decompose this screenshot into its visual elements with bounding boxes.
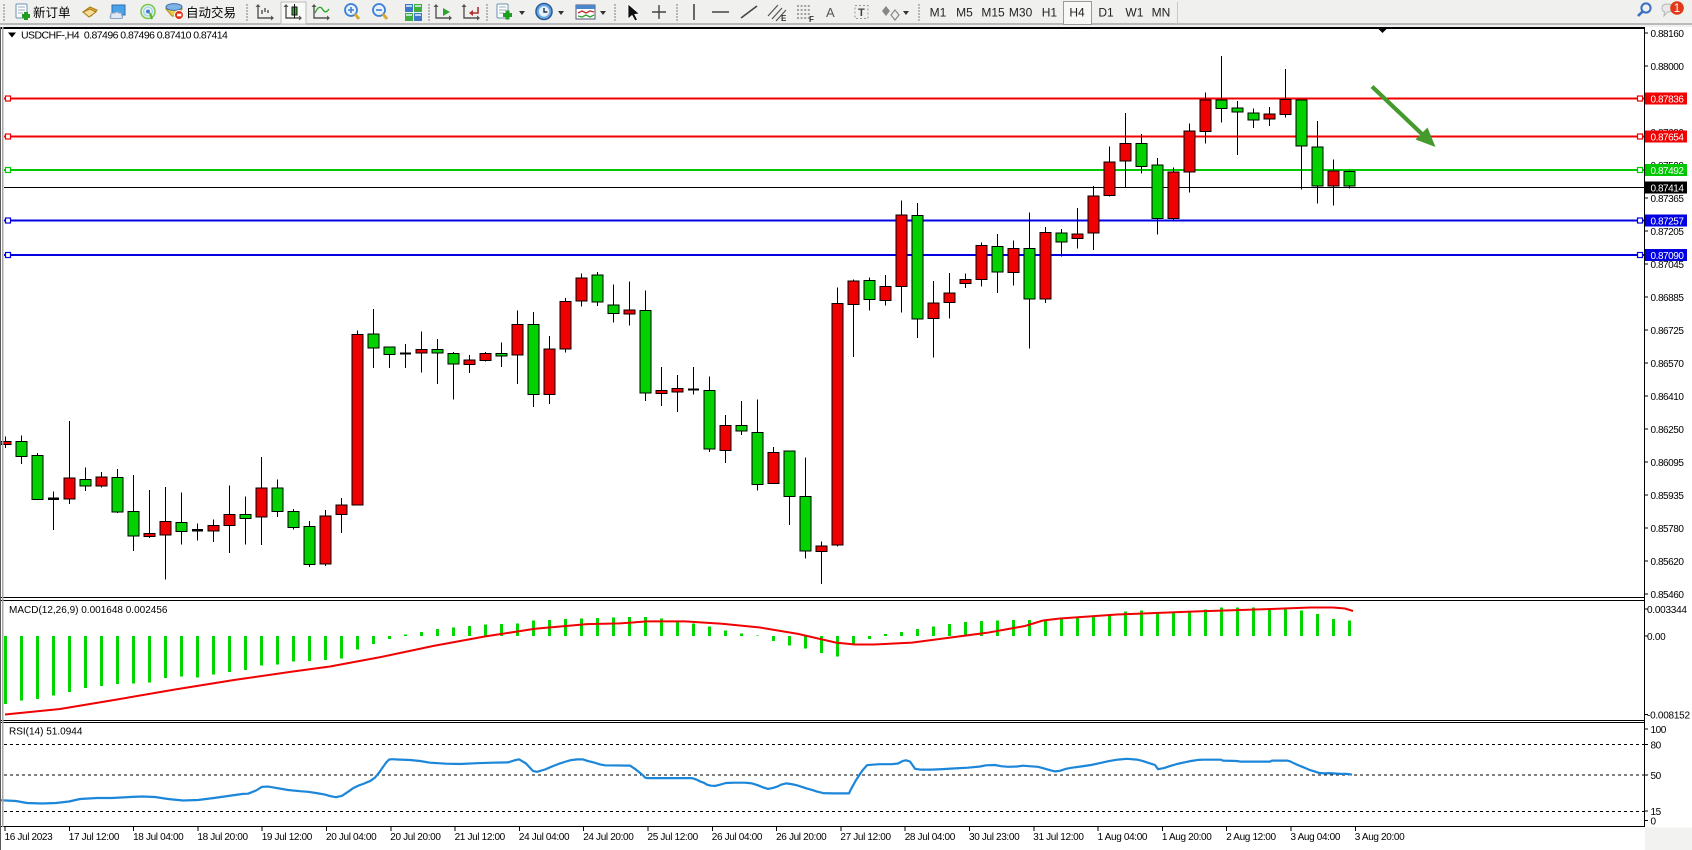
svg-text:新订单: 新订单: [33, 5, 71, 20]
svg-text:0.87045: 0.87045: [1651, 260, 1685, 271]
svg-text:27 Jul 12:00: 27 Jul 12:00: [840, 832, 891, 843]
svg-text:MACD(12,26,9) 0.001648 0.00245: MACD(12,26,9) 0.001648 0.002456: [9, 605, 168, 616]
svg-text:3 Aug 04:00: 3 Aug 04:00: [1291, 832, 1341, 843]
svg-text:31 Jul 12:00: 31 Jul 12:00: [1033, 832, 1084, 843]
svg-text:H4: H4: [1069, 6, 1085, 20]
svg-text:0.87365: 0.87365: [1651, 194, 1685, 205]
svg-text:0.00: 0.00: [1647, 632, 1666, 643]
svg-text:18 Jul 04:00: 18 Jul 04:00: [133, 832, 184, 843]
svg-text:1 Aug 04:00: 1 Aug 04:00: [1098, 832, 1148, 843]
svg-text:24 Jul 20:00: 24 Jul 20:00: [583, 832, 634, 843]
svg-text:18 Jul 20:00: 18 Jul 20:00: [197, 832, 248, 843]
svg-text:17 Jul 12:00: 17 Jul 12:00: [69, 832, 120, 843]
svg-text:20 Jul 04:00: 20 Jul 04:00: [326, 832, 377, 843]
svg-text:50: 50: [1651, 771, 1662, 782]
svg-text:26 Jul 20:00: 26 Jul 20:00: [776, 832, 827, 843]
svg-text:0.87654: 0.87654: [1651, 132, 1685, 143]
svg-text:21 Jul 12:00: 21 Jul 12:00: [455, 832, 506, 843]
svg-text:RSI(14) 51.0944: RSI(14) 51.0944: [9, 727, 83, 738]
svg-text:0.88000: 0.88000: [1651, 62, 1685, 73]
svg-text:28 Jul 04:00: 28 Jul 04:00: [905, 832, 956, 843]
svg-text:0.86410: 0.86410: [1651, 392, 1685, 403]
svg-text:0.86885: 0.86885: [1651, 293, 1685, 304]
svg-text:1: 1: [1674, 3, 1680, 15]
svg-text:0.86570: 0.86570: [1651, 359, 1685, 370]
svg-text:80: 80: [1651, 740, 1662, 751]
svg-text:E: E: [781, 14, 787, 23]
svg-text:M5: M5: [956, 6, 973, 20]
svg-text:D1: D1: [1098, 6, 1114, 20]
svg-text:0.85780: 0.85780: [1651, 524, 1685, 535]
svg-text:自动交易: 自动交易: [186, 5, 236, 20]
svg-text:20 Jul 20:00: 20 Jul 20:00: [390, 832, 441, 843]
svg-text:30 Jul 23:00: 30 Jul 23:00: [969, 832, 1020, 843]
svg-text:F: F: [809, 15, 814, 24]
svg-text:A: A: [826, 5, 835, 20]
svg-text:0.85460: 0.85460: [1651, 590, 1685, 601]
svg-text:16 Jul 2023: 16 Jul 2023: [5, 832, 54, 843]
svg-text:3 Aug 20:00: 3 Aug 20:00: [1355, 832, 1405, 843]
svg-text:USDCHF-,H4 0.87496 0.87496 0.: USDCHF-,H4 0.87496 0.87496 0.87410 0.874…: [21, 30, 228, 42]
svg-text:25 Jul 12:00: 25 Jul 12:00: [648, 832, 699, 843]
svg-text:15: 15: [1651, 807, 1662, 818]
svg-text:1 Aug 20:00: 1 Aug 20:00: [1162, 832, 1212, 843]
svg-text:MN: MN: [1152, 6, 1171, 20]
svg-text:100: 100: [1651, 725, 1667, 736]
svg-text:0.87257: 0.87257: [1651, 216, 1685, 227]
svg-text:W1: W1: [1125, 6, 1143, 20]
svg-text:0.87492: 0.87492: [1651, 166, 1685, 177]
svg-text:0.86250: 0.86250: [1651, 425, 1685, 436]
svg-text:M15: M15: [981, 6, 1005, 20]
svg-text:0.86725: 0.86725: [1651, 326, 1685, 337]
svg-text:M1: M1: [930, 6, 947, 20]
svg-text:0.87090: 0.87090: [1651, 251, 1685, 262]
svg-text:0.003344: 0.003344: [1647, 605, 1687, 616]
svg-text:0.87414: 0.87414: [1651, 183, 1685, 194]
svg-text:0: 0: [1651, 816, 1657, 827]
svg-text:M30: M30: [1009, 6, 1033, 20]
svg-text:24 Jul 04:00: 24 Jul 04:00: [519, 832, 570, 843]
svg-text:0.88160: 0.88160: [1651, 29, 1685, 40]
svg-text:0.85620: 0.85620: [1651, 557, 1685, 568]
svg-text:H1: H1: [1042, 6, 1058, 20]
svg-text:0.86095: 0.86095: [1651, 458, 1685, 469]
svg-text:-0.008152: -0.008152: [1647, 711, 1690, 722]
svg-text:0.87836: 0.87836: [1651, 94, 1685, 105]
svg-text:19 Jul 12:00: 19 Jul 12:00: [262, 832, 313, 843]
svg-text:0.87205: 0.87205: [1651, 227, 1685, 238]
svg-text:T: T: [858, 7, 865, 19]
svg-text:2 Aug 12:00: 2 Aug 12:00: [1226, 832, 1276, 843]
svg-text:26 Jul 04:00: 26 Jul 04:00: [712, 832, 763, 843]
svg-text:0.85935: 0.85935: [1651, 491, 1685, 502]
